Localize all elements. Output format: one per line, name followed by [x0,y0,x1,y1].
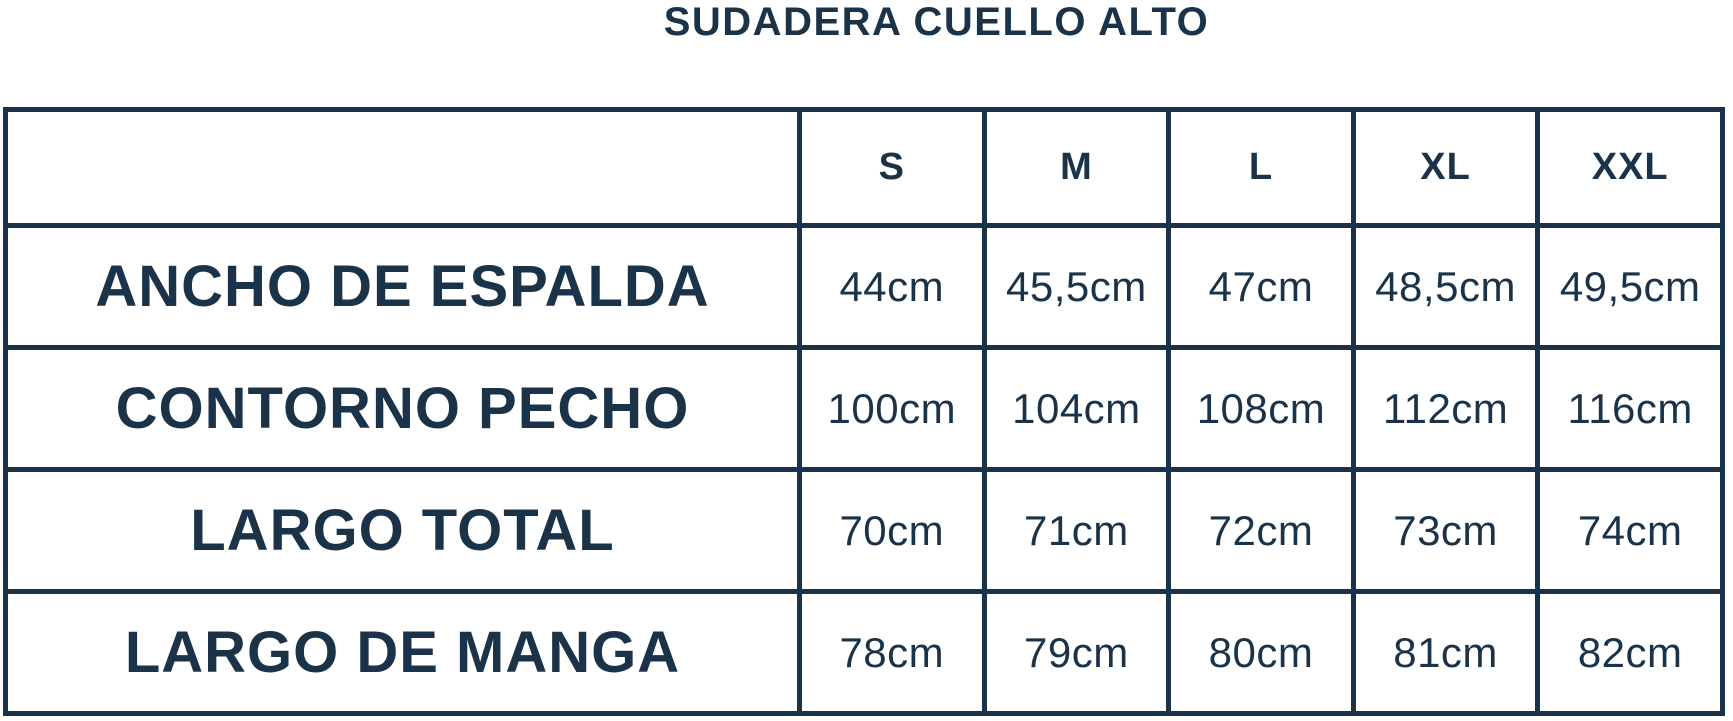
column-header-xxl: XXL [1535,107,1725,228]
value-cell-largo-total-m: 71cm [981,467,1172,594]
row-label-largo-de-manga: LARGO DE MANGA [3,589,802,716]
value-cell-contorno-s: 100cm [797,345,987,472]
column-header-xl: XL [1350,107,1541,228]
value-cell-largo-total-xxl: 74cm [1535,467,1725,594]
value-cell-ancho-l: 47cm [1166,223,1356,350]
table-header-row: S M L XL XXL [3,107,1725,228]
value-cell-largo-total-xl: 73cm [1350,467,1541,594]
value-cell-largo-total-s: 70cm [797,467,987,594]
value-cell-contorno-l: 108cm [1166,345,1356,472]
column-header-l: L [1166,107,1356,228]
value-cell-ancho-xxl: 49,5cm [1535,223,1725,350]
value-cell-contorno-xl: 112cm [1350,345,1541,472]
value-cell-ancho-m: 45,5cm [981,223,1172,350]
value-cell-manga-s: 78cm [797,589,987,716]
value-cell-ancho-s: 44cm [797,223,987,350]
table-row-ancho-de-espalda: ANCHO DE ESPALDA 44cm 45,5cm 47cm 48,5cm… [3,223,1725,350]
size-chart-table: S M L XL XXL ANCHO DE ESPALDA 44cm 45,5c… [3,107,1725,716]
row-label-largo-total: LARGO TOTAL [3,467,802,594]
row-label-contorno-pecho: CONTORNO PECHO [3,345,802,472]
column-header-m: M [981,107,1172,228]
table-row-contorno-pecho: CONTORNO PECHO 100cm 104cm 108cm 112cm 1… [3,345,1725,472]
value-cell-contorno-m: 104cm [981,345,1172,472]
row-label-ancho-de-espalda: ANCHO DE ESPALDA [3,223,802,350]
corner-cell [3,107,802,228]
value-cell-contorno-xxl: 116cm [1535,345,1725,472]
value-cell-manga-l: 80cm [1166,589,1356,716]
table-row-largo-total: LARGO TOTAL 70cm 71cm 72cm 73cm 74cm [3,467,1725,594]
value-cell-manga-xxl: 82cm [1535,589,1725,716]
page-title: SUDADERA CUELLO ALTO [663,0,1210,44]
value-cell-largo-total-l: 72cm [1166,467,1356,594]
column-header-s: S [797,107,987,228]
value-cell-manga-m: 79cm [981,589,1172,716]
value-cell-ancho-xl: 48,5cm [1350,223,1541,350]
table-row-largo-de-manga: LARGO DE MANGA 78cm 79cm 80cm 81cm 82cm [3,589,1725,716]
value-cell-manga-xl: 81cm [1350,589,1541,716]
